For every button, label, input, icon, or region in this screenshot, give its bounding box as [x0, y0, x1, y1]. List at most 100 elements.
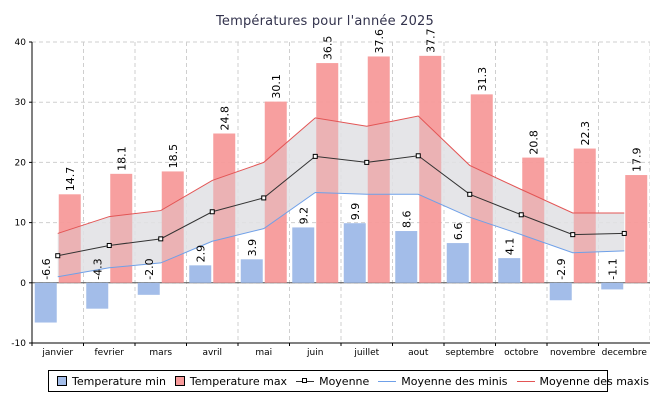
x-tick-label: avril [202, 348, 222, 358]
data-label-temp-min: -2.9 [555, 258, 568, 279]
legend-label-moyenne-maxis: Moyenne des maxis [539, 374, 649, 388]
data-label-temp-min: 9.9 [349, 203, 362, 221]
point-moyenne [621, 230, 627, 236]
legend-swatch-moyenne [296, 377, 315, 383]
x-tick-label: fevrier [95, 348, 125, 358]
legend-label-moyenne-minis: Moyenne des minis [401, 374, 508, 388]
point-moyenne [158, 236, 164, 242]
data-label-temp-max: 37.7 [424, 28, 437, 53]
data-label-temp-min: 6.6 [452, 223, 465, 241]
point-moyenne [209, 209, 215, 215]
point-moyenne [415, 153, 421, 159]
bar-temp-min [343, 223, 366, 283]
chart-title: Températures pour l'année 2025 [215, 14, 435, 29]
legend-swatch-temp-min [57, 376, 67, 386]
x-tick-label: mars [149, 348, 172, 358]
point-moyenne [364, 159, 370, 165]
line-moyenne [57, 155, 625, 257]
chart-legend: Temperature min Temperature max Moyenne … [48, 370, 649, 392]
bar-temp-min [549, 282, 572, 301]
legend-item-temp-min: Temperature min [57, 375, 166, 388]
y-tick-label: 20 [15, 158, 27, 168]
point-moyenne [106, 242, 112, 248]
bar-temp-max [58, 194, 81, 283]
avg-band-overlay [57, 116, 625, 277]
legend-item-moyenne-minis: Moyenne des minis [378, 374, 508, 388]
data-label-temp-min: 2.9 [194, 245, 207, 263]
point-moyenne [312, 153, 318, 159]
data-label-temp-max: 18.1 [115, 146, 128, 171]
data-label-temp-max: 20.8 [527, 130, 540, 155]
bar-temp-min [601, 282, 624, 290]
bar-temp-max [161, 171, 184, 283]
bar-temp-min [498, 258, 521, 283]
legend-item-moyenne: Moyenne [296, 375, 369, 388]
data-label-temp-min: 9.2 [297, 207, 310, 225]
bar-temp-max [316, 63, 339, 283]
bar-temp-min [446, 243, 469, 283]
bar-temp-min [189, 265, 212, 283]
legend-swatch-temp-max [174, 376, 185, 386]
y-tick-label: 30 [15, 98, 27, 108]
x-tick-label: octobre [504, 348, 539, 358]
avg-band-area [57, 116, 625, 277]
data-label-temp-min: -2.0 [143, 258, 156, 279]
x-tick-label: decembre [602, 348, 648, 358]
data-label-temp-max: 36.5 [321, 36, 334, 61]
data-label-temp-min: -4.3 [91, 258, 104, 279]
bar-temp-min [34, 282, 57, 323]
bar-temp-max [367, 56, 390, 283]
x-tick-label: janvier [41, 348, 73, 358]
bar-temp-max [470, 94, 493, 283]
bar-temp-max [573, 148, 596, 283]
data-label-temp-max: 17.9 [630, 148, 643, 173]
line-moyenne-maxis [57, 115, 625, 234]
x-tick-label: septembre [445, 348, 494, 358]
x-tick-label: mai [255, 348, 272, 358]
y-tick-label: 10 [15, 219, 27, 229]
x-tick-label: juillet [353, 348, 379, 358]
data-label-temp-min: -1.1 [606, 258, 619, 279]
bar-temp-min [240, 259, 263, 283]
y-tick-label: 40 [15, 38, 27, 48]
y-tick-label: 0 [20, 279, 26, 289]
data-label-temp-max: 22.3 [579, 121, 592, 146]
legend-swatch-moyenne-minis [378, 380, 397, 382]
point-moyenne [570, 232, 576, 238]
data-label-temp-min: 8.6 [400, 211, 413, 229]
bar-temp-min [395, 231, 418, 283]
bar-temp-min [137, 282, 160, 295]
line-moyenne-minis [57, 191, 625, 278]
legend-label-moyenne: Moyenne [319, 374, 370, 388]
legend-item-temp-max: Temperature max [174, 374, 288, 388]
data-label-temp-max: 30.1 [270, 74, 283, 99]
legend-label-temp-min: Temperature min [72, 374, 166, 388]
bar-temp-max [110, 173, 133, 283]
x-tick-label: aout [408, 348, 429, 358]
data-label-temp-max: 14.7 [64, 167, 77, 192]
data-label-temp-min: -6.6 [40, 258, 53, 279]
point-moyenne [261, 195, 267, 201]
bar-temp-min [292, 227, 315, 283]
legend-swatch-moyenne-maxis [516, 380, 535, 382]
y-tick-label: -10 [11, 339, 26, 349]
data-label-temp-max: 31.3 [476, 67, 489, 92]
bar-temp-max [625, 175, 648, 283]
point-moyenne [55, 253, 61, 259]
data-label-temp-max: 18.5 [167, 144, 180, 169]
point-moyenne [467, 191, 473, 197]
bar-temp-max [419, 55, 442, 283]
point-moyenne [518, 212, 524, 218]
data-label-temp-min: 4.1 [503, 238, 516, 256]
bar-temp-min [86, 282, 109, 309]
x-tick-label: novembre [550, 348, 596, 358]
legend-item-moyenne-maxis: Moyenne des maxis [516, 374, 649, 388]
x-tick-label: juin [306, 348, 323, 358]
data-label-temp-min: 3.9 [246, 239, 259, 257]
data-label-temp-max: 24.8 [218, 106, 231, 131]
bar-temp-max [522, 157, 545, 283]
data-label-temp-max: 37.6 [373, 29, 386, 54]
legend-label-temp-max: Temperature max [189, 374, 288, 388]
